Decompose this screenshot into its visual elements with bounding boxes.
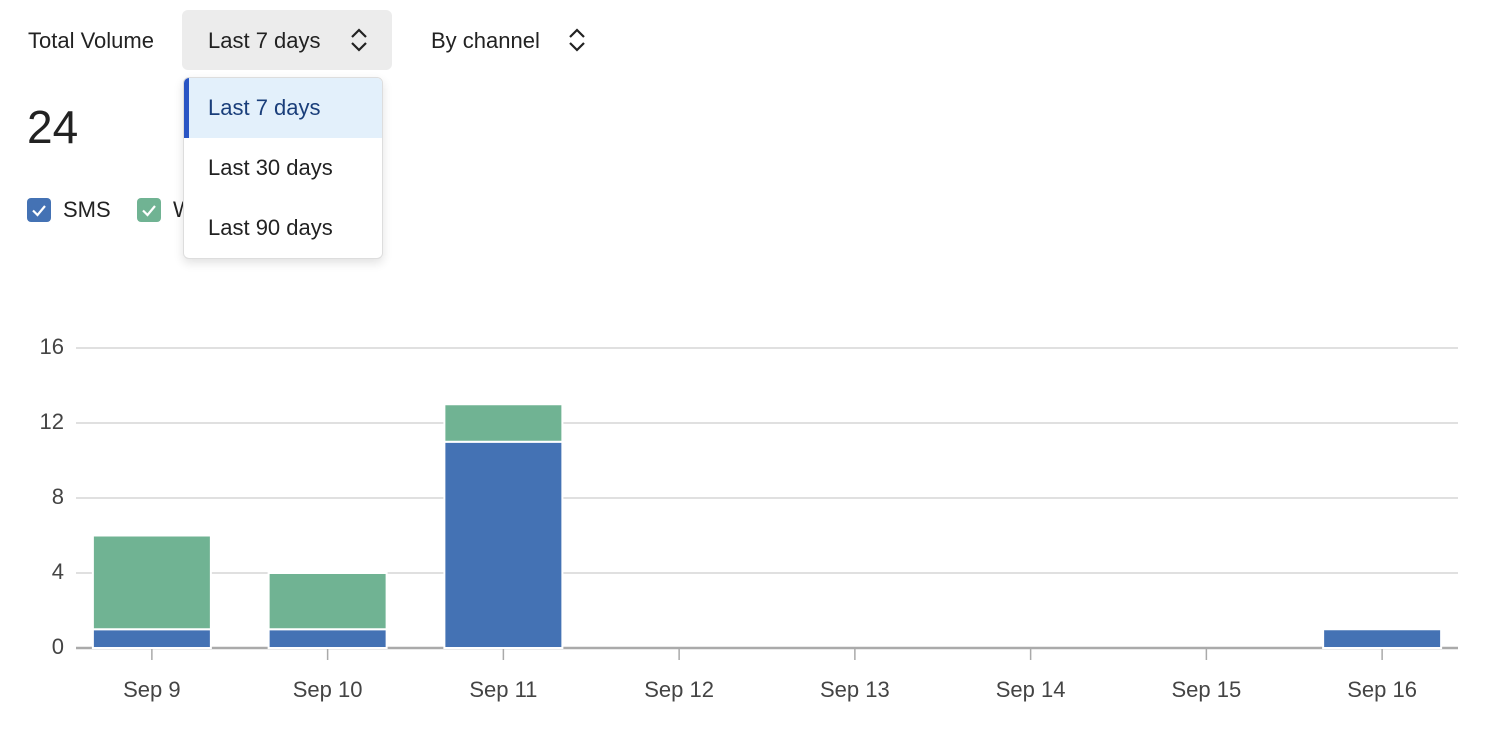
bar-segment [267, 628, 388, 649]
y-tick-label: 4 [52, 559, 64, 584]
bar-segment [267, 572, 388, 631]
y-tick-label: 12 [40, 409, 64, 434]
x-tick-label: Sep 9 [123, 677, 181, 702]
chevron-icon [351, 28, 367, 52]
x-tick-label: Sep 16 [1347, 677, 1417, 702]
bar-segment [1322, 628, 1443, 649]
total-value: 24 [27, 101, 79, 153]
dropdown-menu: Last 7 days Last 30 days Last 90 days [183, 77, 383, 259]
bar-segment [443, 403, 564, 443]
bar-segment [443, 440, 564, 649]
range-select[interactable]: Last 7 days [182, 10, 392, 70]
x-tick-label: Sep 13 [820, 677, 890, 702]
bar-segment [91, 628, 212, 649]
legend-checkbox[interactable] [27, 198, 51, 222]
dropdown-option[interactable]: Last 7 days [184, 78, 382, 138]
group-select[interactable]: By channel [418, 10, 598, 70]
y-tick-label: 0 [52, 634, 64, 659]
x-tick-label: Sep 12 [644, 677, 714, 702]
x-tick-label: Sep 15 [1172, 677, 1242, 702]
bar-segment [91, 534, 212, 631]
x-tick-label: Sep 10 [293, 677, 363, 702]
x-tick-label: Sep 11 [469, 677, 537, 702]
dropdown-option[interactable]: Last 30 days [208, 155, 333, 180]
x-tick-label: Sep 14 [996, 677, 1066, 702]
group-value: By channel [431, 28, 540, 53]
dropdown-option[interactable]: Last 90 days [208, 215, 333, 240]
check-icon [32, 205, 46, 217]
legend-checkbox[interactable] [137, 198, 161, 222]
check-icon [142, 205, 156, 217]
y-tick-label: 8 [52, 484, 64, 509]
y-tick-label: 16 [40, 334, 64, 359]
range-value: Last 7 days [208, 28, 321, 53]
legend-label: SMS [63, 197, 111, 222]
chevron-icon [569, 28, 585, 52]
metric-label: Total Volume [28, 28, 154, 53]
